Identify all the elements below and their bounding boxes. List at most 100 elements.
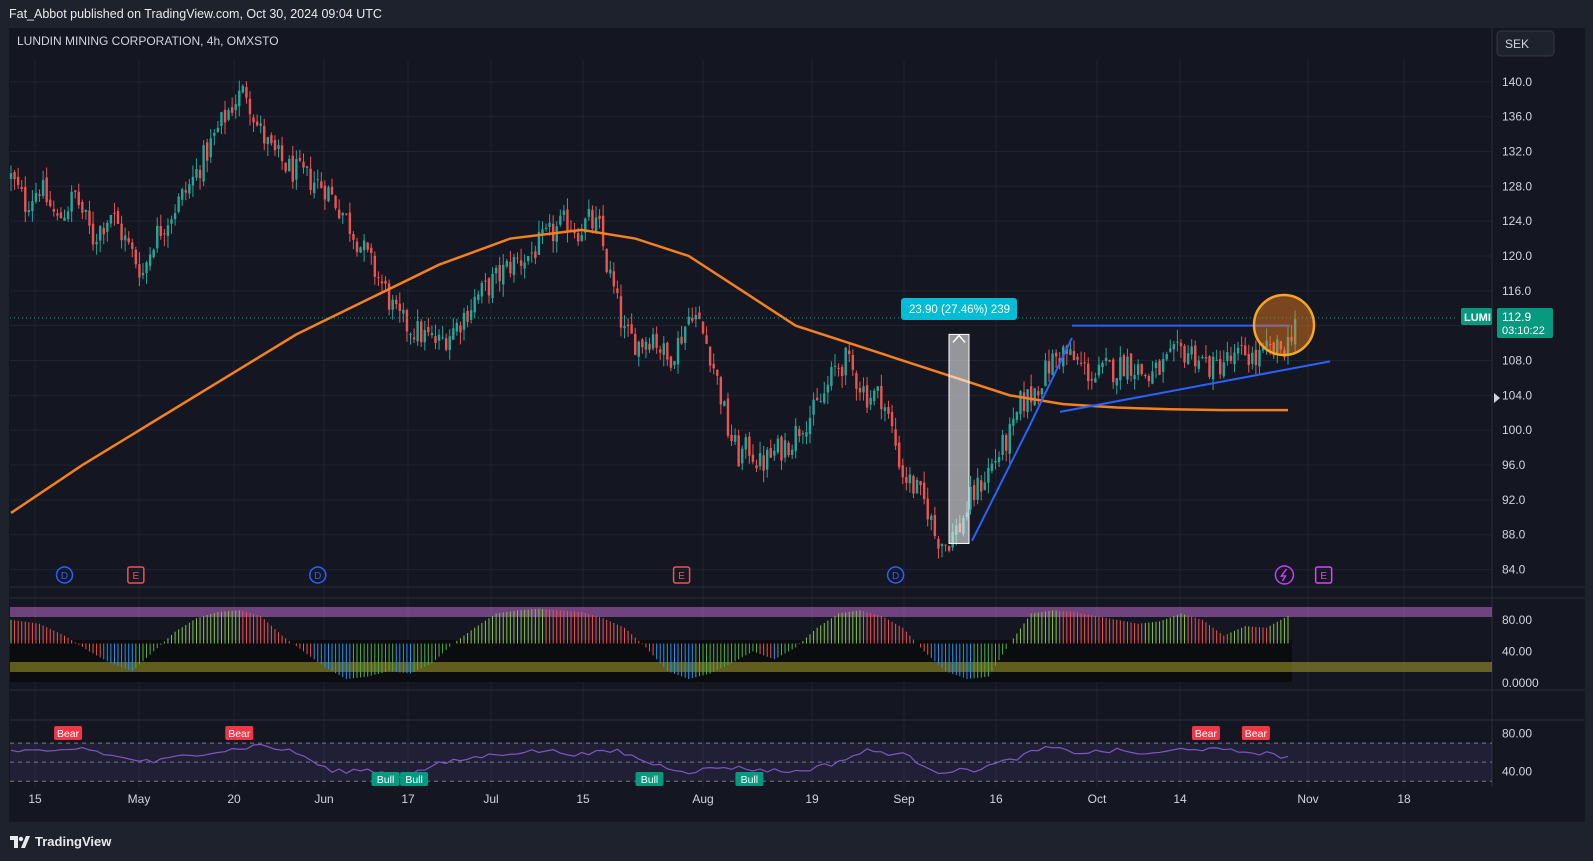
divergence-tag-label: Bear <box>228 728 251 740</box>
candle-body <box>327 187 330 202</box>
candle-body <box>1254 349 1258 365</box>
candle-body <box>109 214 113 224</box>
candle-body <box>616 288 619 293</box>
candle-body <box>598 215 601 220</box>
candle-body <box>512 257 516 276</box>
divergence-tag <box>735 772 764 786</box>
currency-button[interactable]: SEK <box>1496 30 1555 57</box>
candle-body <box>940 543 944 547</box>
publish-text: Fat_Abbot published on TradingView.com, … <box>9 7 382 21</box>
candle-body <box>1258 349 1261 367</box>
divergence-tag <box>54 726 83 740</box>
candle-body <box>423 330 426 343</box>
candle-body <box>980 480 983 492</box>
candle-body <box>819 401 822 403</box>
candle-body <box>830 366 833 387</box>
time-tick-label: Oct <box>1088 792 1107 806</box>
candle-body <box>323 185 327 200</box>
candle-body <box>49 199 52 207</box>
candle-body <box>337 209 341 219</box>
time-tick-label: Sep <box>893 792 915 806</box>
scroll-right-icon[interactable] <box>1494 393 1500 403</box>
candle-body <box>362 240 366 251</box>
candle-body <box>1219 359 1222 375</box>
candle-body <box>1144 375 1147 377</box>
oscillator-1 <box>10 607 1492 682</box>
candle-body <box>733 435 737 442</box>
candle-body <box>808 417 812 434</box>
time-tick-label: 17 <box>401 792 415 806</box>
candle-body <box>780 436 783 461</box>
countdown: 03:10:22 <box>1502 325 1545 337</box>
candle-body <box>983 482 986 490</box>
candle-body <box>152 249 155 258</box>
candle-body <box>1236 347 1240 354</box>
candle-body <box>334 195 337 209</box>
candle-body <box>88 210 91 226</box>
candle-body <box>205 142 209 161</box>
candle-body <box>148 254 152 266</box>
candle-body <box>1140 363 1143 374</box>
candle-body <box>355 241 359 253</box>
candle-body <box>352 234 355 240</box>
candle-body <box>648 343 651 350</box>
candle-body <box>997 457 1001 463</box>
candle-body <box>452 328 455 340</box>
dividend-marker-icon <box>309 566 327 584</box>
candle-body <box>897 442 901 468</box>
candle-body <box>1290 336 1293 342</box>
candle-body <box>1286 336 1290 356</box>
candle-body <box>883 407 887 411</box>
candle-body <box>127 238 130 243</box>
candle-body <box>519 260 523 266</box>
candle-body <box>716 370 719 376</box>
candle-body <box>437 334 441 341</box>
divergence-tag-label: Bear <box>1195 728 1218 740</box>
candle-body <box>270 135 273 144</box>
tradingview-logo[interactable]: TradingView <box>10 834 111 849</box>
candle-body <box>744 437 748 450</box>
candle-body <box>705 335 708 344</box>
candle-body <box>905 477 908 483</box>
candle-body <box>719 377 723 405</box>
price-tick-label: 92.0 <box>1502 493 1526 507</box>
candle-body <box>505 260 509 267</box>
price-tick-label: 104.0 <box>1502 388 1532 402</box>
candle-body <box>1090 379 1094 381</box>
candle-body <box>1183 345 1186 363</box>
candle-body <box>241 86 245 93</box>
osc1-mid-band <box>10 662 1292 672</box>
candle-body <box>266 137 270 144</box>
candle-body <box>20 187 23 190</box>
candle-body <box>812 399 815 415</box>
candle-body <box>1240 345 1243 347</box>
candle-body <box>491 274 494 298</box>
earnings-marker-label: E <box>133 571 140 582</box>
candle-body <box>56 213 59 216</box>
candle-body <box>1211 356 1215 380</box>
candle-body <box>755 465 758 469</box>
candle-body <box>120 223 123 241</box>
highlight-circle <box>1252 293 1316 357</box>
candle-body <box>1190 346 1193 355</box>
candle-body <box>412 337 416 340</box>
candle-body <box>730 434 733 442</box>
candle-body <box>669 356 673 368</box>
candle-body <box>195 169 198 178</box>
candle-body <box>694 315 698 320</box>
candle-body <box>81 201 84 213</box>
candle-body <box>163 233 166 235</box>
time-tick-label: 15 <box>28 792 42 806</box>
osc1-tick-label: 80.00 <box>1502 613 1532 627</box>
candle-body <box>1033 388 1036 406</box>
dividend-marker-label: D <box>892 571 899 582</box>
candle-body <box>38 194 41 196</box>
candle-body <box>769 448 772 458</box>
candle-body <box>77 191 80 206</box>
candle-body <box>723 401 726 407</box>
candles <box>9 80 1297 559</box>
candle-body <box>805 432 808 437</box>
candle-body <box>1108 360 1111 362</box>
measure-text: 23.90 (27.46%) 239 <box>909 304 1010 316</box>
